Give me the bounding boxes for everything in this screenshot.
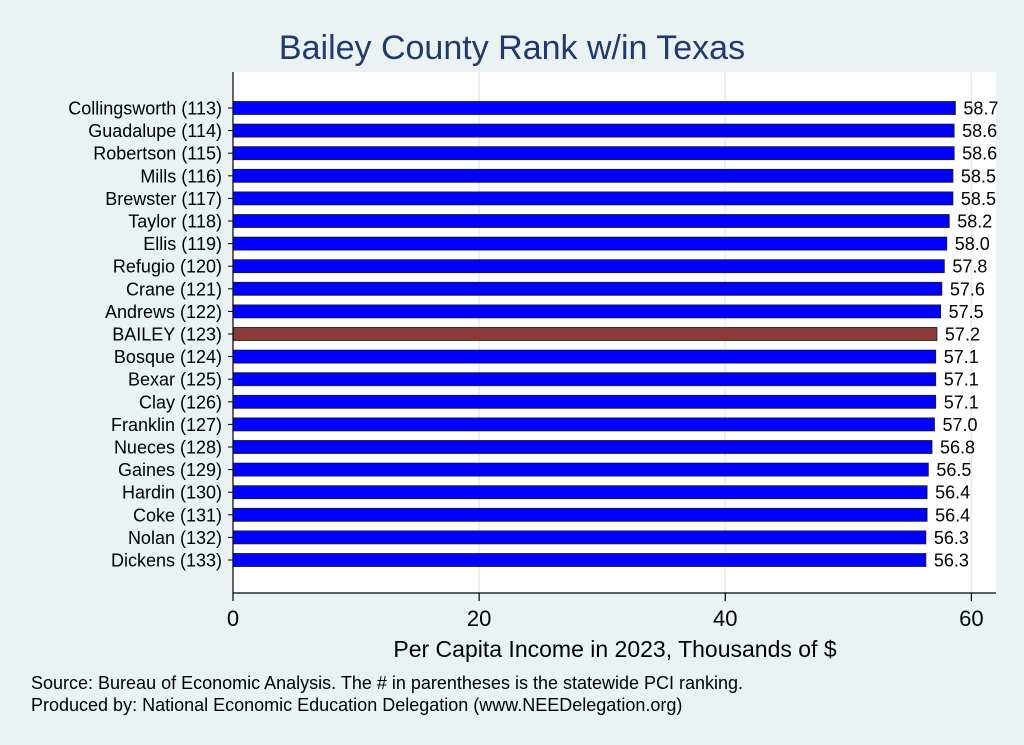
category-label: Dickens (133) — [111, 551, 222, 571]
bar — [232, 191, 954, 206]
x-tick-label: 20 — [467, 606, 491, 631]
category-label: Guadalupe (114) — [88, 121, 222, 141]
bar — [232, 349, 937, 364]
bar — [232, 101, 956, 115]
value-label: 56.3 — [934, 551, 969, 571]
bar — [232, 485, 928, 500]
bar — [232, 440, 933, 454]
chart-title: Bailey County Rank w/in Texas — [279, 29, 745, 67]
category-label: Robertson (115) — [93, 144, 222, 164]
value-label: 57.1 — [944, 370, 979, 390]
value-label: 56.4 — [935, 483, 970, 503]
bar — [232, 394, 937, 409]
category-label: Coke (131) — [133, 505, 222, 525]
category-label: Collingsworth (113) — [68, 99, 222, 119]
bar — [232, 146, 955, 161]
category-label: Crane (121) — [126, 279, 222, 299]
category-label: Refugio (120) — [113, 257, 222, 277]
category-label: Andrews (122) — [105, 302, 222, 322]
value-label: 56.4 — [935, 505, 970, 525]
category-label: Ellis (119) — [143, 234, 222, 254]
bar — [232, 304, 942, 319]
x-axis-title: Per Capita Income in 2023, Thousands of … — [393, 636, 836, 662]
category-label: Mills (116) — [140, 166, 222, 186]
category-label: Franklin (127) — [111, 415, 222, 435]
value-label: 57.6 — [950, 279, 985, 299]
value-label: 58.6 — [962, 144, 997, 164]
bar — [232, 236, 948, 251]
x-tick-label: 40 — [713, 606, 737, 631]
value-label: 57.1 — [944, 392, 979, 412]
value-label: 58.2 — [957, 212, 992, 232]
value-label: 57.1 — [944, 347, 979, 367]
value-label: 58.5 — [961, 189, 996, 209]
bar — [232, 168, 954, 183]
bar — [232, 123, 955, 138]
bar — [232, 281, 943, 296]
bar — [232, 507, 928, 522]
category-label: Clay (126) — [139, 392, 222, 412]
x-tick-label: 0 — [227, 606, 239, 631]
category-label: Bexar (125) — [128, 370, 222, 390]
bar — [232, 553, 927, 567]
produced-by-note: Produced by: National Economic Education… — [31, 695, 682, 715]
value-label: 58.7 — [963, 99, 998, 119]
bar — [232, 417, 935, 432]
category-label: Bosque (124) — [114, 347, 222, 367]
value-label: 58.0 — [955, 234, 990, 254]
category-label: Nolan (132) — [128, 528, 222, 548]
bar — [232, 372, 937, 387]
value-label: 57.0 — [942, 415, 977, 435]
category-label: Brewster (117) — [105, 189, 222, 209]
value-label: 58.5 — [961, 166, 996, 186]
value-label: 58.6 — [962, 121, 997, 141]
value-label: 57.2 — [945, 325, 980, 345]
value-label: 57.8 — [952, 257, 987, 277]
bar — [232, 214, 950, 228]
value-label: 56.8 — [940, 438, 975, 458]
bar — [232, 259, 945, 274]
x-tick-label: 60 — [959, 606, 983, 631]
category-label: Hardin (130) — [122, 483, 222, 503]
category-label: Taylor (118) — [128, 212, 222, 232]
bar-highlight — [232, 327, 938, 341]
value-label: 56.5 — [936, 460, 971, 480]
value-label: 57.5 — [949, 302, 984, 322]
value-label: 56.3 — [934, 528, 969, 548]
bar — [232, 462, 929, 477]
category-label: Nueces (128) — [114, 438, 222, 458]
category-label: Gaines (129) — [118, 460, 222, 480]
source-note: Source: Bureau of Economic Analysis. The… — [31, 673, 743, 693]
bar — [232, 530, 927, 545]
category-label: BAILEY (123) — [112, 325, 222, 345]
